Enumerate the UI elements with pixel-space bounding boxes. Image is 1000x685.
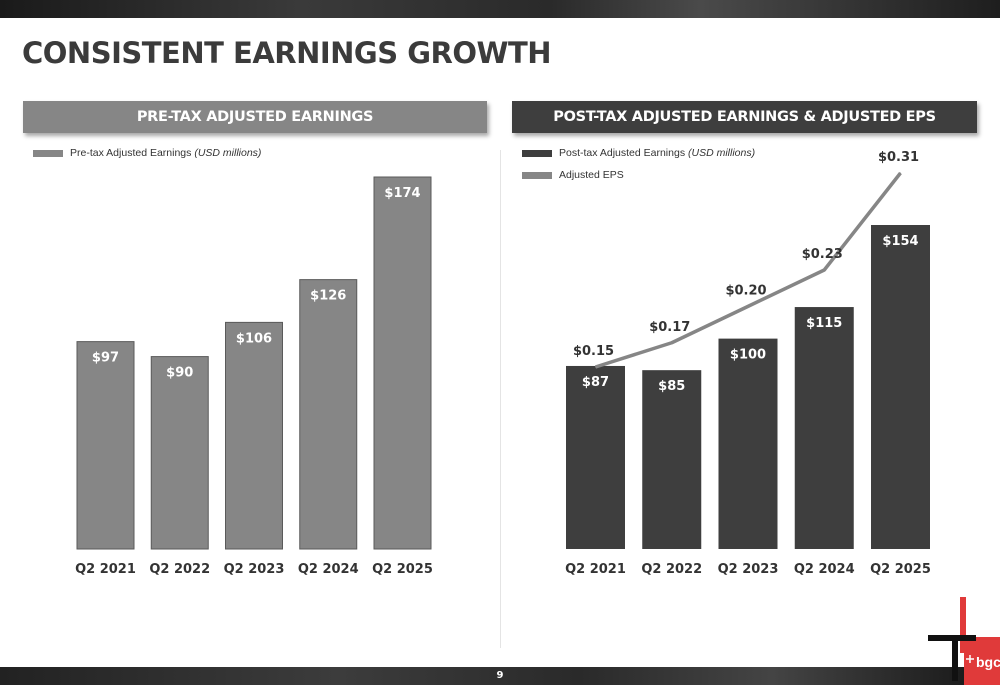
bar-label-posttax-1: $85 xyxy=(658,379,685,394)
bar-label-pretax-4: $174 xyxy=(384,186,420,201)
bar-pretax-3 xyxy=(299,279,358,550)
bgc-logo: bgc xyxy=(928,597,1000,685)
x-tick-right-2: Q2 2023 xyxy=(718,562,779,577)
bar-label-pretax-1: $90 xyxy=(166,366,193,381)
bar-posttax-4 xyxy=(871,225,930,549)
bar-label-posttax-3: $115 xyxy=(806,316,842,331)
x-tick-left-0: Q2 2021 xyxy=(75,562,136,577)
left-chart-header: PRE-TAX ADJUSTED EARNINGS xyxy=(23,101,487,133)
legend-label-eps: Adjusted EPS xyxy=(559,169,624,181)
bar-label-pretax-0: $97 xyxy=(92,351,119,366)
page-number: 9 xyxy=(496,670,504,681)
eps-label-0: $0.15 xyxy=(573,344,614,359)
eps-point-0 xyxy=(595,366,596,368)
legend-label-posttax: Post-tax Adjusted Earnings xyxy=(559,147,686,159)
bar-label-posttax-0: $87 xyxy=(582,375,609,390)
legend-swatch-posttax xyxy=(522,149,552,157)
x-tick-left-3: Q2 2024 xyxy=(298,562,359,577)
panel-divider xyxy=(500,150,501,648)
x-tick-right-4: Q2 2025 xyxy=(870,562,931,577)
right-chart-header: POST-TAX ADJUSTED EARNINGS & ADJUSTED EP… xyxy=(512,101,977,133)
x-tick-left-4: Q2 2025 xyxy=(372,562,433,577)
x-tick-right-0: Q2 2021 xyxy=(565,562,626,577)
bar-posttax-2 xyxy=(718,338,778,549)
legend-swatch-pretax xyxy=(33,149,63,157)
bar-label-pretax-2: $106 xyxy=(236,331,272,346)
bar-label-pretax-3: $126 xyxy=(310,289,346,304)
bar-pretax-2 xyxy=(225,321,283,550)
left-bar-chart: $97 Q2 2021 $90 Q2 2022 $106 Q2 2023 $126 Q2 20… xyxy=(75,176,433,577)
page-title: CONSISTENT EARNINGS GROWTH xyxy=(22,36,552,70)
bar-posttax-0 xyxy=(566,365,625,549)
bar-posttax-1 xyxy=(642,370,702,549)
top-decorative-band xyxy=(0,0,1000,18)
eps-label-1: $0.17 xyxy=(649,320,690,335)
bar-label-posttax-2: $100 xyxy=(730,348,766,363)
x-tick-left-1: Q2 2022 xyxy=(149,562,210,577)
left-legend: Pre-tax Adjusted Earnings (USD millions) xyxy=(33,147,261,159)
eps-point-4 xyxy=(900,172,901,174)
bar-pretax-1 xyxy=(150,356,209,550)
x-tick-right-1: Q2 2022 xyxy=(641,562,702,577)
x-tick-right-3: Q2 2024 xyxy=(794,562,855,577)
logo-text: bgc xyxy=(976,654,1000,670)
right-legend-bar: Post-tax Adjusted Earnings (USD millions… xyxy=(522,147,755,159)
eps-point-2 xyxy=(747,305,749,307)
bottom-decorative-band xyxy=(0,667,965,685)
eps-label-3: $0.23 xyxy=(802,247,843,262)
legend-swatch-eps xyxy=(522,171,552,179)
bar-pretax-0 xyxy=(76,341,135,550)
bar-label-posttax-4: $154 xyxy=(882,234,918,249)
x-tick-left-2: Q2 2023 xyxy=(224,562,285,577)
legend-label-pretax: Pre-tax Adjusted Earnings xyxy=(70,147,192,159)
bar-pretax-4 xyxy=(373,176,432,550)
eps-line xyxy=(594,171,902,369)
legend-unit-posttax: (USD millions) xyxy=(688,147,756,159)
eps-label-4: $0.31 xyxy=(878,150,919,165)
legend-unit-pretax: (USD millions) xyxy=(194,147,262,159)
right-legend-line: Adjusted EPS xyxy=(522,169,624,181)
eps-point-1 xyxy=(671,342,673,344)
bar-posttax-3 xyxy=(794,307,854,549)
eps-point-3 xyxy=(823,269,825,271)
eps-label-2: $0.20 xyxy=(725,283,766,298)
